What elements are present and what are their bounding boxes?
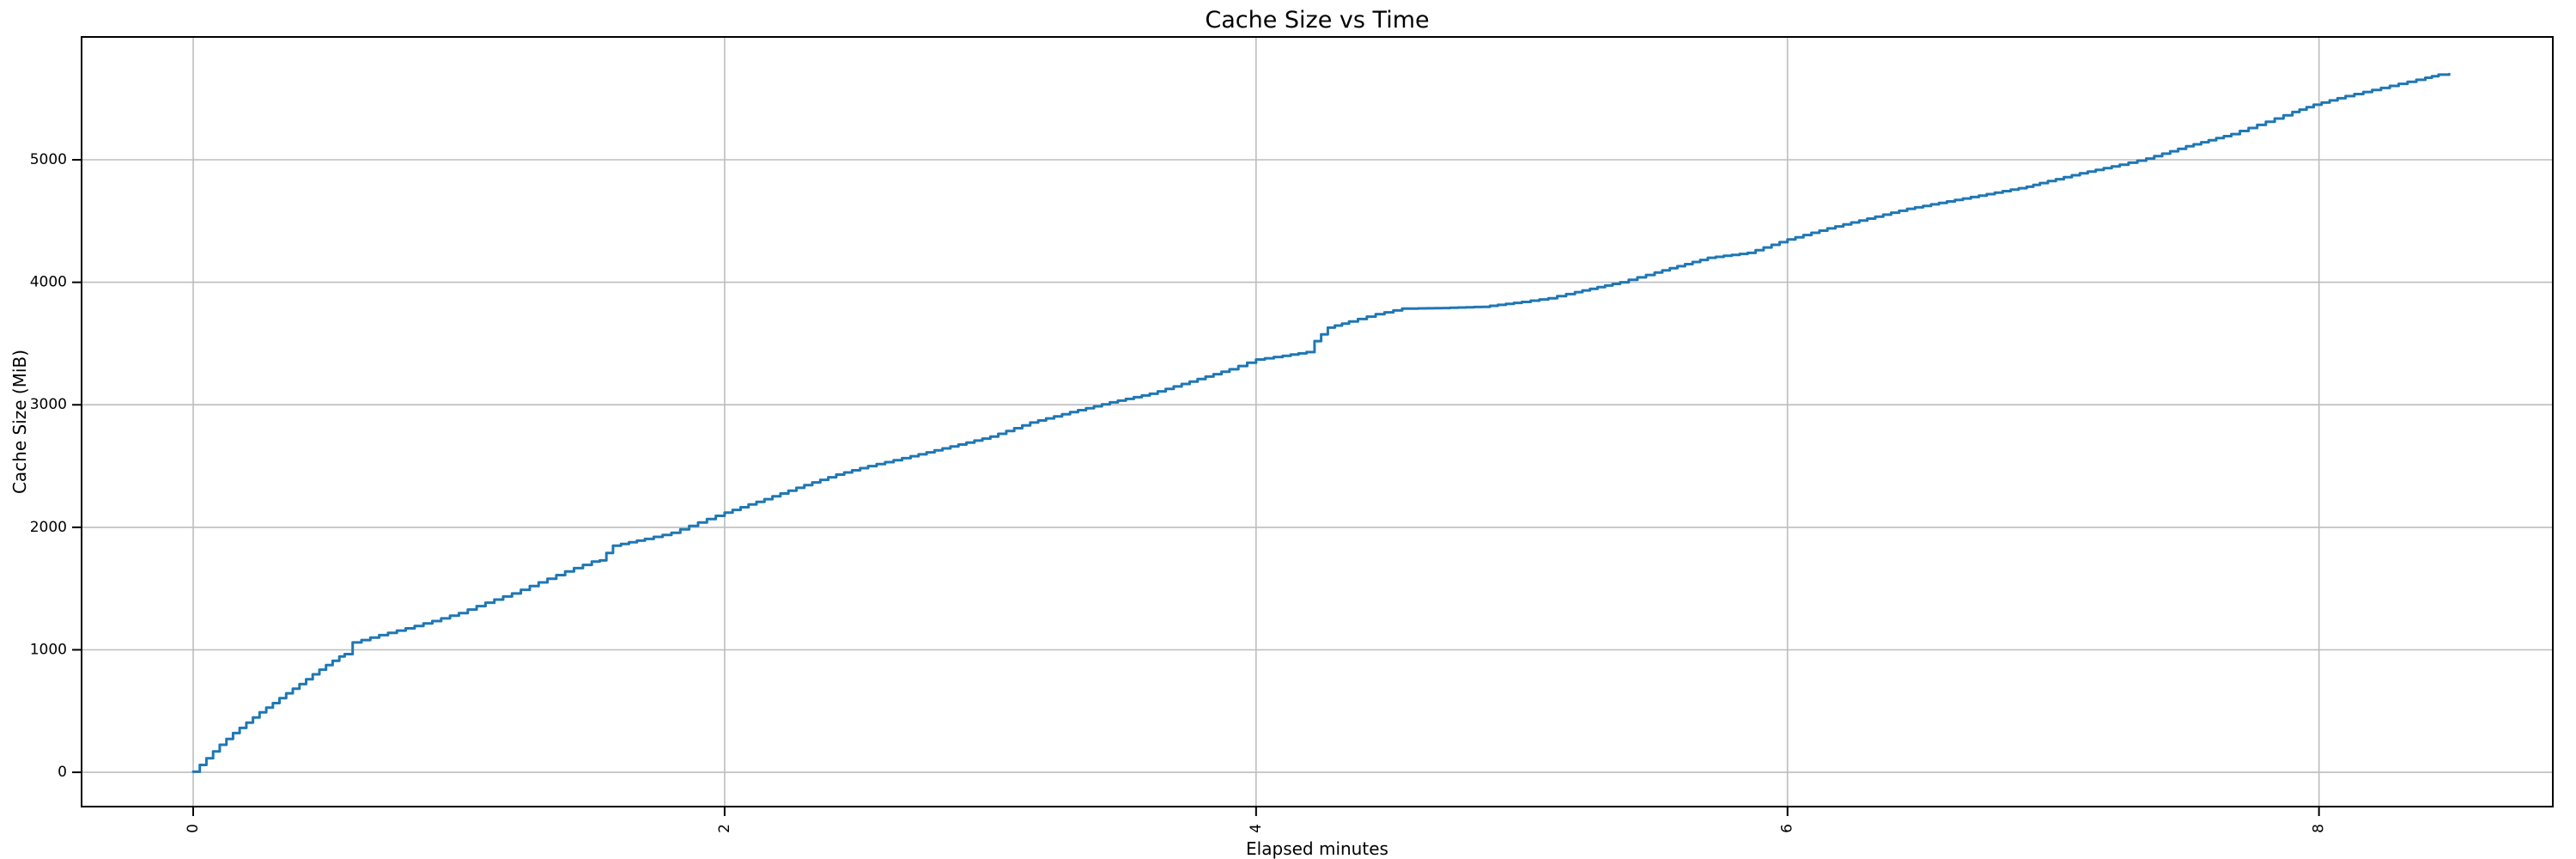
y-tick-label: 5000	[30, 151, 67, 168]
x-tick-label: 4	[1248, 824, 1265, 833]
tick-labels: 0 2 4 6 8 0 1000 2000 3000 4000 5000	[30, 151, 2328, 833]
y-tick-label: 0	[58, 764, 67, 781]
y-tick-label: 3000	[30, 396, 67, 413]
y-tick-label: 4000	[30, 274, 67, 291]
cache-size-series-line	[191, 72, 2451, 773]
plot-area-border	[81, 36, 2554, 807]
y-axis-label: Cache Size (MiB)	[9, 350, 30, 494]
x-axis-label: Elapsed minutes	[1246, 838, 1388, 859]
tick-marks	[72, 159, 2320, 816]
chart-title: Cache Size vs Time	[1205, 7, 1429, 34]
x-tick-label: 2	[716, 824, 733, 833]
x-tick-label: 8	[2311, 824, 2328, 833]
y-tick-label: 2000	[30, 519, 67, 536]
x-tick-label: 0	[185, 824, 202, 833]
x-tick-label: 6	[1779, 824, 1796, 833]
y-tick-label: 1000	[30, 641, 67, 658]
gridlines	[82, 37, 2553, 807]
